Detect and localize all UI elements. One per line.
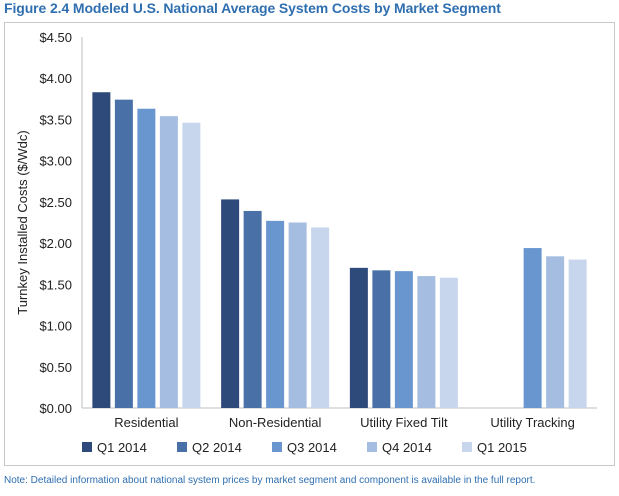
legend-swatch [272,442,282,452]
bar [92,92,111,408]
category-label: Utility Fixed Tilt [360,415,448,430]
legend-label: Q1 2015 [477,440,527,455]
legend-swatch [82,442,92,452]
y-tick-label: $4.00 [39,71,72,86]
y-tick-label: $2.00 [39,236,72,251]
bar [182,122,201,409]
category-labels: Residential Non-Residential Utility Fixed … [114,415,575,430]
category-label: Residential [114,415,178,430]
bar [439,277,458,408]
y-axis-label: Turnkey Installed Costs ($/Wdc) [15,130,30,314]
bar [288,222,307,408]
y-tick-label: $1.50 [39,277,72,292]
bar [114,99,133,408]
bar [159,116,178,408]
legend-label: Q4 2014 [382,440,432,455]
bar [417,276,436,408]
legend-swatch [177,442,187,452]
y-axis-ticks: $0.00 $0.50 $1.00 $1.50 $2.00 $2.50 $3.00 $3.50… [39,30,72,416]
category-label: Non-Residential [229,415,322,430]
bars [92,92,587,409]
legend: Q1 2014 Q2 2014 Q3 2014 Q4 2014 Q1 2015 [82,440,527,455]
bar [311,227,330,408]
bar [137,108,156,408]
y-tick-label: $2.50 [39,195,72,210]
bar [221,199,240,408]
legend-label: Q1 2014 [97,440,147,455]
footnote: Note: Detailed information about nationa… [4,475,536,486]
bar [568,259,587,408]
bar [546,256,565,408]
y-tick-label: $0.50 [39,360,72,375]
chart-frame [4,22,615,466]
bar [372,270,391,408]
legend-swatch [462,442,472,452]
bar [394,271,413,408]
bar [266,220,285,408]
figure-title: Figure 2.4 Modeled U.S. National Average… [4,0,501,16]
y-tick-label: $0.00 [39,401,72,416]
bar [349,267,368,408]
y-tick-label: $3.00 [39,154,72,169]
y-tick-label: $1.00 [39,319,72,334]
y-tick-label: $4.50 [39,30,72,45]
bar-chart: $0.00 $0.50 $1.00 $1.50 $2.00 $2.50 $3.00 $3.50… [15,30,597,455]
category-label: Utility Tracking [490,415,575,430]
y-tick-label: $3.50 [39,112,72,127]
legend-swatch [367,442,377,452]
legend-label: Q2 2014 [192,440,242,455]
bar [523,248,542,408]
legend-label: Q3 2014 [287,440,337,455]
bar [243,210,262,408]
